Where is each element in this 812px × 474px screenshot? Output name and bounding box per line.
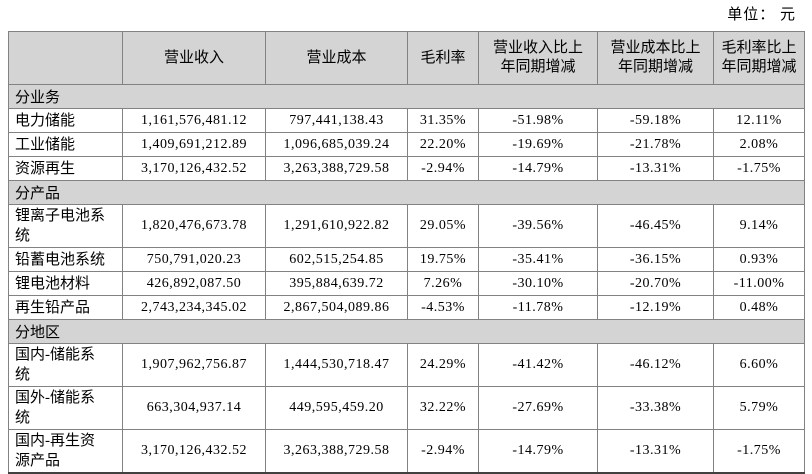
table-cell-margin: 31.35% [407,108,479,133]
table-cell-cost: 797,441,138.43 [265,108,408,133]
table-row: 国内-储能系 统 1,907,962,756.87 1,444,530,718.… [8,343,805,387]
table-row: 铅蓄电池系统 750,791,020.23 602,515,254.85 19.… [8,247,805,272]
table-cell-revenue-yoy: -14.79% [478,156,598,181]
table-cell-revenue-yoy: -19.69% [478,132,598,157]
table-cell-cost-yoy: -33.38% [597,386,714,430]
table-cell-margin-yoy: -1.75% [713,156,805,181]
table-cell-margin-yoy: 12.11% [713,108,805,133]
column-header-margin: 毛利率 [407,31,479,85]
table-cell-cost-yoy: -59.18% [597,108,714,133]
table-cell-revenue-yoy: -35.41% [478,247,598,272]
table-cell-label: 国外-储能系 统 [8,386,123,430]
table-cell-cost-yoy: -20.70% [597,271,714,296]
column-header-margin-yoy: 毛利率比上 年同期增减 [713,31,805,85]
table-cell-cost-yoy: -21.78% [597,132,714,157]
table-cell-margin: 29.05% [407,204,479,248]
table-cell-margin: -2.94% [407,429,479,474]
table-cell-revenue: 3,170,126,432.52 [122,429,266,474]
table-cell-revenue: 426,892,087.50 [122,271,266,296]
table-cell-revenue: 750,791,020.23 [122,247,266,272]
table-cell-revenue: 3,170,126,432.52 [122,156,266,181]
table-cell-cost: 602,515,254.85 [265,247,408,272]
table-cell-margin-yoy: -11.00% [713,271,805,296]
table-cell-cost-yoy: -12.19% [597,295,714,320]
table-cell-margin: -2.94% [407,156,479,181]
section-row: 分地区 [8,319,805,344]
table-cell-margin: 7.26% [407,271,479,296]
table-cell-revenue: 1,409,691,212.89 [122,132,266,157]
table-cell-revenue-yoy: -41.42% [478,343,598,387]
table-cell-margin-yoy: -1.75% [713,429,805,474]
table-cell-cost: 395,884,639.72 [265,271,408,296]
table-cell-label: 电力储能 [8,108,123,133]
table-cell-revenue-yoy: -27.69% [478,386,598,430]
table-cell-revenue-yoy: -30.10% [478,271,598,296]
section-title: 分业务 [8,84,805,109]
table-cell-revenue-yoy: -39.56% [478,204,598,248]
table-cell-revenue: 1,820,476,673.78 [122,204,266,248]
table-cell-cost-yoy: -46.12% [597,343,714,387]
table-row: 国内-再生资 源产品 3,170,126,432.52 3,263,388,72… [8,429,805,474]
section-row: 分业务 [8,84,805,109]
table-cell-cost-yoy: -13.31% [597,429,714,474]
table-header-row: 营业收入 营业成本 毛利率 营业收入比上 年同期增减 营业成本比上 年同期增减 … [8,31,805,85]
table-cell-label: 锂离子电池系 统 [8,204,123,248]
table-cell-revenue: 1,907,962,756.87 [122,343,266,387]
table-cell-margin: 22.20% [407,132,479,157]
table-cell-label: 锂电池材料 [8,271,123,296]
table-cell-cost: 2,867,504,089.86 [265,295,408,320]
column-header-cost-yoy: 营业成本比上 年同期增减 [597,31,714,85]
table-cell-margin-yoy: 2.08% [713,132,805,157]
table-row: 锂电池材料 426,892,087.50 395,884,639.72 7.26… [8,271,805,296]
table-row: 国外-储能系 统 663,304,937.14 449,595,459.20 3… [8,386,805,430]
table-cell-cost: 449,595,459.20 [265,386,408,430]
column-header-revenue: 营业收入 [122,31,266,85]
table-cell-cost-yoy: -36.15% [597,247,714,272]
table-cell-revenue-yoy: -14.79% [478,429,598,474]
table-cell-cost: 3,263,388,729.58 [265,429,408,474]
table-row: 再生铅产品 2,743,234,345.02 2,867,504,089.86 … [8,295,805,320]
section-row: 分产品 [8,180,805,205]
column-header-blank [8,31,123,85]
table-cell-margin: -4.53% [407,295,479,320]
table-row: 工业储能 1,409,691,212.89 1,096,685,039.24 2… [8,132,805,157]
column-header-revenue-yoy: 营业收入比上 年同期增减 [478,31,598,85]
page: { "unit_label": "单位： 元", "colors": { "he… [8,7,805,474]
table-row: 资源再生 3,170,126,432.52 3,263,388,729.58 -… [8,156,805,181]
table-cell-margin-yoy: 0.93% [713,247,805,272]
table-cell-label: 工业储能 [8,132,123,157]
section-title: 分地区 [8,319,805,344]
table-row: 电力储能 1,161,576,481.12 797,441,138.43 31.… [8,108,805,133]
table-body: 分业务 电力储能 1,161,576,481.12 797,441,138.43… [8,84,805,474]
table-row: 锂离子电池系 统 1,820,476,673.78 1,291,610,922.… [8,204,805,248]
table-cell-cost-yoy: -46.45% [597,204,714,248]
table-cell-revenue-yoy: -11.78% [478,295,598,320]
unit-label: 单位： 元 [727,7,796,23]
financial-table: 营业收入 营业成本 毛利率 营业收入比上 年同期增减 营业成本比上 年同期增减 … [8,31,805,474]
section-title: 分产品 [8,180,805,205]
table-cell-revenue: 1,161,576,481.12 [122,108,266,133]
table-cell-margin-yoy: 0.48% [713,295,805,320]
table-cell-cost: 1,096,685,039.24 [265,132,408,157]
table-cell-label: 国内-再生资 源产品 [8,429,123,474]
table-cell-margin: 24.29% [407,343,479,387]
table-cell-margin-yoy: 9.14% [713,204,805,248]
table-cell-cost-yoy: -13.31% [597,156,714,181]
table-cell-cost: 1,291,610,922.82 [265,204,408,248]
table-cell-cost: 1,444,530,718.47 [265,343,408,387]
table-cell-label: 资源再生 [8,156,123,181]
table-cell-label: 铅蓄电池系统 [8,247,123,272]
table-cell-margin-yoy: 5.79% [713,386,805,430]
table-cell-label: 国内-储能系 统 [8,343,123,387]
table-cell-margin: 32.22% [407,386,479,430]
table-cell-margin: 19.75% [407,247,479,272]
table-cell-revenue-yoy: -51.98% [478,108,598,133]
table-cell-revenue: 663,304,937.14 [122,386,266,430]
table-cell-cost: 3,263,388,729.58 [265,156,408,181]
table-cell-label: 再生铅产品 [8,295,123,320]
table-cell-revenue: 2,743,234,345.02 [122,295,266,320]
table-cell-margin-yoy: 6.60% [713,343,805,387]
column-header-cost: 营业成本 [265,31,408,85]
